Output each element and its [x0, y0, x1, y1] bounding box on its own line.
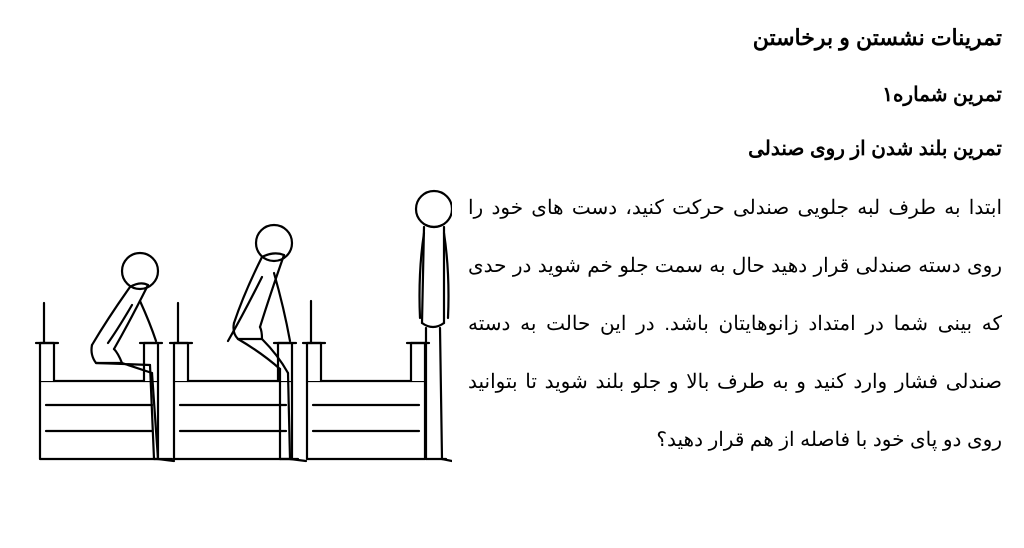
chair-1-icon: [36, 303, 162, 459]
body-paragraph: ابتدا به طرف لبه جلویی صندلی حرکت کنید، …: [468, 197, 1002, 451]
exercise-name: تمرین بلند شدن از روی صندلی: [22, 125, 1002, 173]
exercise-body: ابتدا به طرف لبه جلویی صندلی حرکت کنید، …: [22, 179, 1002, 469]
section-title: تمرینات نشستن و برخاستن: [22, 12, 1002, 65]
exercise-number: تمرین شماره۱: [22, 71, 1002, 119]
chair-3-icon: [303, 301, 429, 459]
exercise-illustration: [22, 173, 452, 483]
